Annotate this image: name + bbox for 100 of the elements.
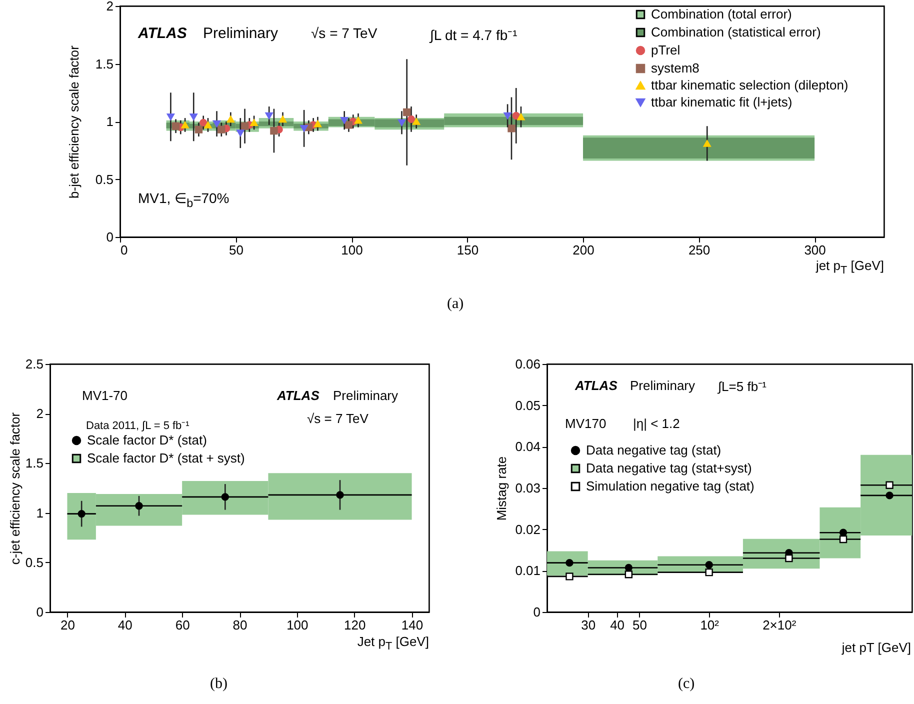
y-tick-label: 2 bbox=[106, 0, 114, 14]
point bbox=[78, 510, 86, 518]
x-tick-label: 60 bbox=[175, 618, 190, 632]
point bbox=[354, 116, 362, 124]
annotation: MV1-70 bbox=[82, 388, 128, 403]
x-tick-label: 200 bbox=[572, 242, 594, 258]
point bbox=[508, 124, 516, 132]
y-tick-label: 0.02 bbox=[515, 522, 540, 537]
x-axis-title: jet pT [GeV] bbox=[842, 640, 911, 655]
annotation: Preliminary bbox=[630, 378, 696, 393]
legend-label: ttbar kinematic selection (dilepton) bbox=[651, 78, 848, 92]
y-tick-label: 0.5 bbox=[25, 554, 44, 570]
x-tick-label: 150 bbox=[456, 242, 479, 258]
legend-label: Combination (total error) bbox=[651, 6, 792, 22]
point bbox=[340, 116, 348, 124]
y-tick-label: 2.5 bbox=[25, 356, 44, 372]
legend-label: Combination (statistical error) bbox=[651, 24, 821, 40]
x-tick-label: 30 bbox=[581, 618, 596, 632]
y-tick-label: 1.5 bbox=[25, 456, 44, 471]
y-tick-label: 0 bbox=[533, 604, 540, 620]
y-tick-label: 0.5 bbox=[95, 172, 114, 187]
x-tick-label: 0 bbox=[120, 242, 128, 258]
annotation: MV1, ∈$_{b}$=70% bbox=[138, 190, 230, 210]
annotation: Preliminary bbox=[333, 388, 398, 403]
point bbox=[398, 119, 406, 126]
annotation: MV170 bbox=[565, 416, 606, 431]
point bbox=[265, 112, 273, 120]
y-tick-label: 0.06 bbox=[515, 356, 540, 372]
x-tick-label: 140 bbox=[401, 618, 424, 632]
y-tick-label: 0.01 bbox=[515, 563, 540, 578]
y-tick-label: 0.04 bbox=[515, 439, 540, 454]
x-tick-label: 40 bbox=[118, 618, 132, 632]
y-tick-label: 0.05 bbox=[515, 398, 540, 413]
point bbox=[407, 115, 416, 124]
legend-label: pTrel bbox=[651, 42, 680, 58]
x-tick-label: 50 bbox=[632, 618, 648, 632]
point bbox=[190, 113, 198, 120]
point bbox=[181, 122, 189, 128]
y-axis-title: b-jet efficiency scale factor bbox=[66, 44, 82, 198]
text: (a) bbox=[447, 296, 464, 313]
legend-label: Data negative tag (stat+syst) bbox=[586, 460, 752, 476]
point bbox=[221, 493, 229, 501]
legend-label: Scale factor D* (stat + syst) bbox=[87, 450, 245, 466]
x-tick-label: 10² bbox=[700, 618, 720, 632]
y-tick-label: 0.03 bbox=[515, 480, 540, 496]
point bbox=[344, 121, 353, 129]
point bbox=[403, 108, 411, 116]
legend-label: system8 bbox=[651, 60, 700, 76]
x-tick-label: 20 bbox=[60, 618, 75, 632]
x-tick-label: 50 bbox=[229, 242, 244, 258]
legend-label: Simulation negative tag (stat) bbox=[586, 478, 754, 494]
x-tick-label: 300 bbox=[804, 242, 826, 258]
point bbox=[336, 491, 344, 499]
annotation: Data 2011, ∫L = 5 fb⁻¹ bbox=[86, 419, 190, 432]
y-tick-label: 1 bbox=[106, 114, 114, 129]
point bbox=[300, 125, 308, 132]
legend-label: Scale factor D* (stat) bbox=[87, 432, 207, 448]
x-axis-title: Jet p$_{T}$ [GeV] bbox=[357, 634, 429, 653]
text: (c) bbox=[678, 676, 695, 693]
point bbox=[517, 113, 525, 120]
point bbox=[250, 119, 258, 126]
point bbox=[135, 502, 143, 510]
y-tick-label: 0 bbox=[36, 604, 44, 620]
y-tick-label: 1 bbox=[36, 505, 44, 520]
annotation: √s = 7 TeV bbox=[311, 25, 378, 41]
point bbox=[226, 116, 235, 123]
point bbox=[314, 120, 322, 128]
text: (b) bbox=[210, 676, 228, 693]
annotation: ∫L=5 fb⁻¹ bbox=[718, 378, 766, 395]
y-tick-label: 0 bbox=[106, 230, 114, 244]
annotation: ATLAS bbox=[277, 388, 320, 403]
x-tick-label: 120 bbox=[344, 618, 366, 632]
point bbox=[236, 130, 244, 136]
x-tick-label: 2×10² bbox=[762, 618, 797, 632]
point bbox=[412, 118, 420, 125]
annotation: Preliminary bbox=[203, 25, 278, 42]
x-tick-label: 40 bbox=[610, 618, 625, 632]
x-tick-label: 80 bbox=[232, 618, 248, 632]
x-axis-title: jet p$_{T}$ [GeV] bbox=[816, 258, 884, 277]
legend-label: Data negative tag (stat) bbox=[586, 442, 722, 458]
y-tick-label: 2 bbox=[36, 406, 44, 422]
point bbox=[703, 140, 711, 147]
point bbox=[270, 126, 278, 135]
y-axis-title: Mistag rate bbox=[494, 456, 510, 521]
point bbox=[512, 112, 520, 120]
annotation: ATLAS bbox=[575, 378, 618, 393]
annotation: √s = 7 TeV bbox=[307, 411, 368, 426]
x-tick-label: 100 bbox=[341, 242, 363, 258]
y-axis-title: c-jet efficiency scale factor bbox=[7, 412, 22, 565]
x-tick-label: 250 bbox=[688, 242, 710, 258]
point bbox=[278, 116, 287, 123]
point bbox=[204, 122, 212, 128]
annotation: |η| < 1.2 bbox=[633, 416, 680, 431]
point bbox=[212, 120, 221, 128]
point bbox=[166, 113, 175, 120]
annotation: ATLAS bbox=[138, 25, 187, 42]
annotation: ∫L dt = 4.7 fb⁻¹ bbox=[430, 26, 518, 44]
legend-label: ttbar kinematic fit (l+jets) bbox=[651, 94, 792, 110]
y-tick-label: 1.5 bbox=[95, 56, 114, 72]
x-tick-label: 100 bbox=[286, 618, 308, 632]
